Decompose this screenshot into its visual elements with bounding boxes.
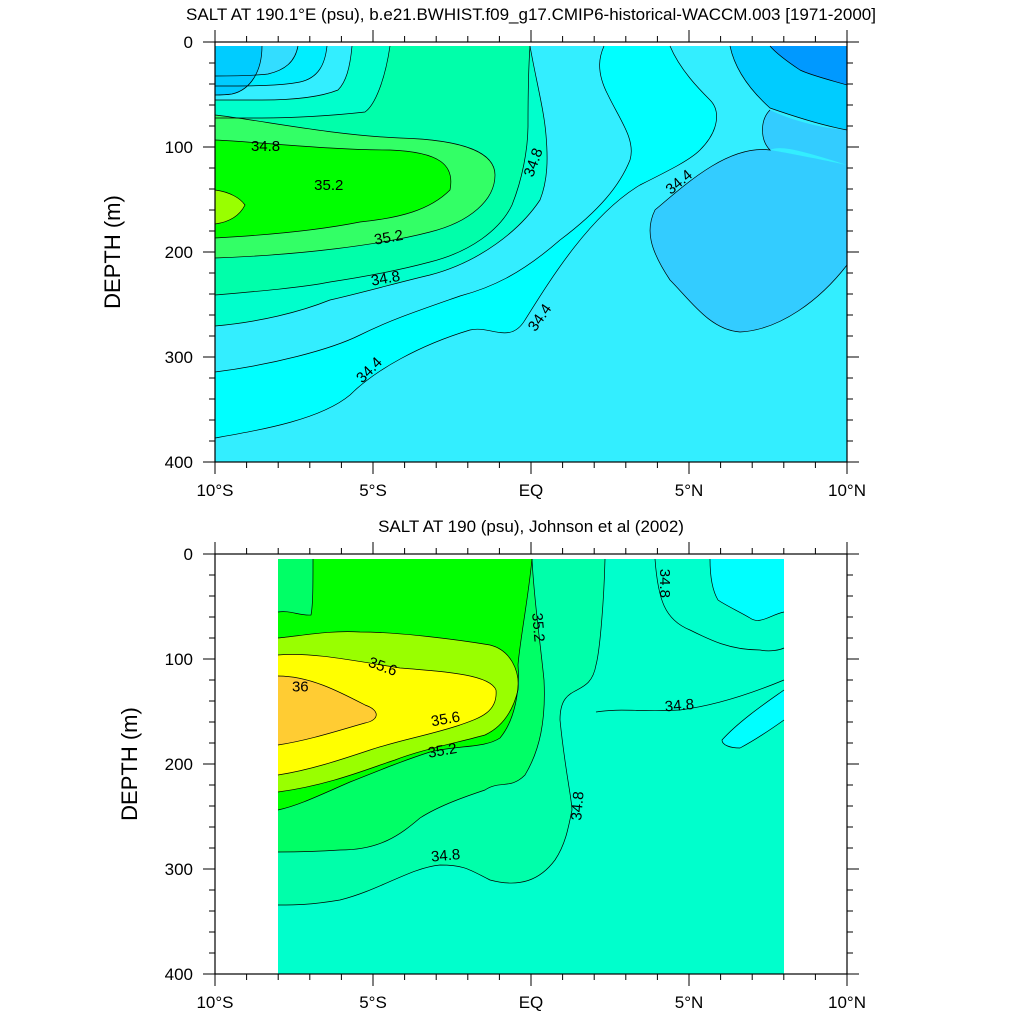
y-tick-label: 300 [165,348,193,367]
panel-top: SALT AT 190.1°E (psu), b.e21.BWHIST.f09_… [100,5,876,500]
contour-line-35.4 [277,631,519,793]
contour-line-34.2-right [729,45,847,131]
contour-line-34.8-a [215,45,548,327]
contour-label: 36 [292,678,309,695]
x-tick-label: 10°N [828,993,866,1012]
fill-34.4-34.6-right-mid [722,690,784,748]
contour-line-35.0 [277,558,545,853]
y-tick-label: 300 [165,860,193,879]
x-tick-label: 10°N [828,481,866,500]
fill-35.0-35.2-top [278,559,313,616]
contour-line-35.4 [215,189,246,225]
fill-35.4-35.6 [215,190,245,224]
panel-top-ylabel: DEPTH (m) [100,195,125,309]
x-tick-label: 5°S [359,481,387,500]
contour-label: 35.2 [373,227,405,249]
fill-34.4-34.6-right-top [710,559,784,621]
panel-top-title: SALT AT 190.1°E (psu), b.e21.BWHIST.f09_… [186,5,876,24]
x-tick-label: 10°S [196,993,233,1012]
contour-line-34.4-top [215,45,353,101]
x-tick-label: 5°N [675,481,704,500]
contour-line-34.2-top [215,45,328,87]
contour-line-34.8-main [277,558,606,906]
fill-35.2-35.4 [215,140,451,238]
contour-label: 34.8 [370,268,402,290]
contour-label: 34.8 [664,696,695,715]
y-tick-label: 0 [184,33,193,52]
contour-line-34.8-right [654,558,785,652]
panel-bottom-title: SALT AT 190 (psu), Johnson et al (2002) [378,517,684,536]
contour-line-34.6-top [215,45,391,119]
contour-line-34.6-right-top [709,558,785,621]
y-tick-label: 100 [165,650,193,669]
y-tick-label: 400 [165,453,193,472]
contour-label: 35.2 [314,177,343,194]
contour-line-35.2-top [277,558,314,616]
contour-label: 35.2 [427,740,459,762]
panel-bottom-ylabel: DEPTH (m) [117,707,142,821]
contour-line-35.0 [215,114,496,259]
contour-line-33.8-top [215,45,263,96]
y-tick-label: 400 [165,965,193,984]
contour-line-35.2 [277,558,533,811]
contour-line-35.8 [277,675,377,746]
panel-bottom: SALT AT 190 (psu), Johnson et al (2002) [117,517,866,1012]
x-tick-label: 5°S [359,993,387,1012]
panel-top-ticks: 10°S 5°S EQ 5°N 10°N 0 100 200 300 400 [165,30,866,500]
x-tick-label: EQ [519,481,544,500]
contour-line-34.8-right-lower [595,679,785,713]
y-tick-label: 100 [165,138,193,157]
y-tick-label: 200 [165,755,193,774]
contour-line-34.6-right-mid [721,689,785,749]
contour-line-34.6 [215,45,632,373]
x-tick-label: 10°S [196,481,233,500]
fill-33.8-34.0-right [770,46,847,85]
panel-top-contours [215,45,847,462]
contour-line-35.2 [215,139,452,239]
fill-34.0-34.2-bridge [762,110,847,165]
contour-line-34.4-a [215,45,717,439]
fill-35.8-36.0 [278,676,377,745]
contour-label: 34.8 [656,569,673,598]
contour-label: 35.2 [528,612,547,643]
contour-line-34.0-top [215,45,299,77]
y-tick-label: 200 [165,243,193,262]
x-tick-label: 5°N [675,993,704,1012]
contour-line-35.6 [277,654,497,776]
fill-34.0-34.2-deep-right [650,149,847,332]
y-tick-label: 0 [184,545,193,564]
contour-label: 34.8 [251,138,280,155]
fill-35.6-35.8 [278,654,497,775]
contour-label: 35.6 [430,708,462,730]
contour-label: 34.8 [568,791,587,822]
contour-line-34.2-deep [649,109,847,333]
contour-line-34.8-b [215,45,531,296]
contour-label: 34.8 [430,846,461,865]
contour-line-34.0-right [769,45,847,86]
x-tick-label: EQ [519,993,544,1012]
panel-bottom-contours [277,558,785,974]
panel-bottom-ticks: 10°S 5°S EQ 5°N 10°N 0 100 200 300 400 [165,542,866,1012]
